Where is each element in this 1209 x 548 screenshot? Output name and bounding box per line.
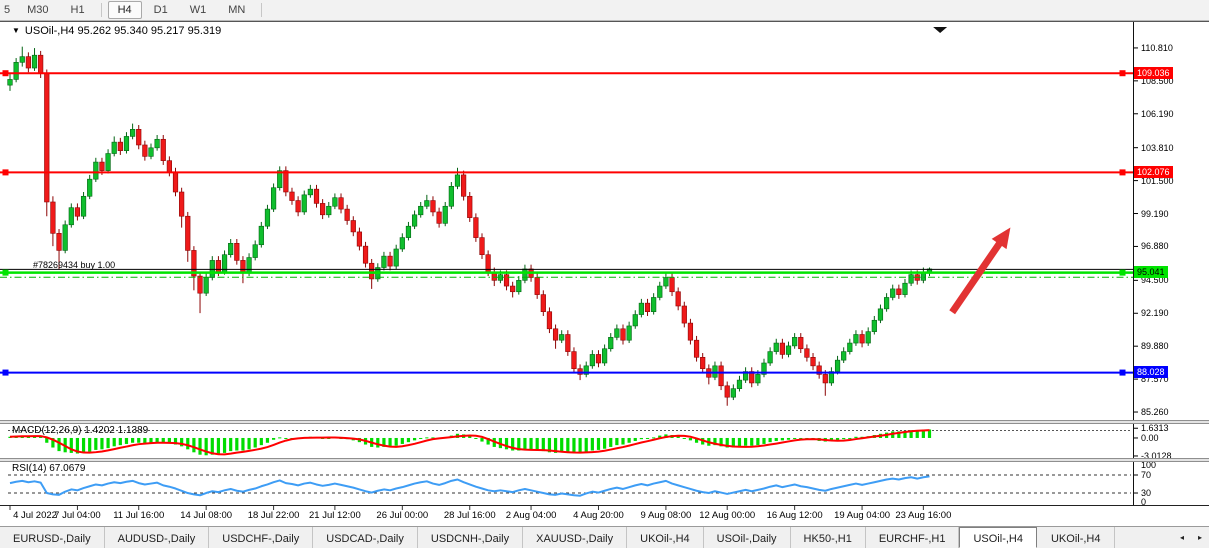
timeframe-toolbar: 5 M30 H1 H4 D1 W1 MN	[0, 0, 1209, 21]
toolbar-divider	[261, 3, 263, 17]
chart-tab-audusd-daily[interactable]: AUDUSD-,Daily	[105, 527, 210, 548]
tab-bar-spacer	[1115, 527, 1174, 548]
price-chart-pane[interactable]	[0, 22, 1133, 420]
price-tick-label: 110.810	[1141, 42, 1173, 53]
time-tick-label: 2 Aug 04:00	[505, 510, 557, 521]
rsi-tick-label: 0	[1141, 497, 1147, 507]
macd-name: MACD(12,26,9)	[12, 425, 82, 436]
price-axis[interactable]: 110.810 108.500 106.190 103.810 101.500 99.19…	[1133, 22, 1209, 507]
macd-tick-label: 1.6313	[1141, 423, 1169, 434]
rsi-pane-splitter[interactable]	[0, 458, 1209, 462]
rsi-indicator-label: RSI(14) 67.0679	[12, 463, 85, 474]
time-tick-label: 4 Jul 2022	[13, 510, 57, 521]
time-tick-label: 16 Aug 12:00	[766, 510, 823, 521]
time-tick-label: 12 Aug 00:00	[699, 510, 756, 521]
price-tick-label: 96.880	[1141, 241, 1169, 252]
time-tick-label: 23 Aug 16:00	[895, 510, 952, 521]
price-line-badge: 109.036	[1134, 66, 1173, 79]
time-tick-label: 21 Jul 12:00	[308, 510, 361, 521]
rsi-tick-label: 30	[1141, 488, 1152, 499]
macd-tick-label: -3.0128	[1141, 450, 1172, 461]
chart-top-border	[0, 21, 1209, 22]
price-line-badge: 95.041	[1134, 266, 1168, 279]
chart-tab-xauusd-daily[interactable]: XAUUSD-,Daily	[523, 527, 628, 548]
chart-tab-usoil-daily[interactable]: USOil-,Daily	[704, 527, 791, 548]
timeframe-button-mn[interactable]: MN	[228, 4, 246, 16]
chart-tab-hk50-h1[interactable]: HK50-,H1	[791, 527, 866, 548]
time-tick-label: 11 Jul 16:00	[113, 510, 165, 521]
timeframe-button-m30[interactable]: M30	[27, 4, 49, 16]
timeframe-button-h4[interactable]: H4	[107, 1, 142, 19]
macd-values: 1.4202 1.1389	[84, 425, 149, 436]
price-tick-label: 106.190	[1141, 108, 1174, 119]
symbol-ohlc-text: USOil-,H4 95.262 95.340 95.217 95.319	[24, 25, 222, 37]
chart-tab-ukoil-h4[interactable]: UKOil-,H4	[1038, 527, 1115, 548]
toolbar-divider	[100, 3, 102, 17]
tab-scroll-left-icon[interactable]: ◂	[1179, 533, 1184, 542]
price-tick-label: 94.500	[1141, 275, 1169, 286]
macd-tick-label: 0.00	[1141, 432, 1159, 443]
chart-tab-ukoil-h4[interactable]: UKOil-,H4	[627, 527, 704, 548]
price-tick-label: 101.500	[1141, 175, 1174, 186]
timeframe-button-d1[interactable]: D1	[153, 4, 168, 16]
time-tick-label: 9 Aug 08:00	[640, 510, 692, 521]
time-axis[interactable]: 4 Jul 2022 7 Jul 04:00 11 Jul 16:00 14 Jul …	[0, 505, 1209, 526]
chart-tab-bar: EURUSD-,Daily AUDUSD-,Daily USDCHF-,Daily U…	[0, 526, 1209, 548]
tab-scroll-right-icon[interactable]: ▸	[1197, 533, 1202, 542]
rsi-pane[interactable]	[0, 462, 1133, 504]
timeframe-button-h1[interactable]: H1	[70, 4, 85, 16]
chart-tab-usdcnh-daily[interactable]: USDCNH-,Daily	[418, 527, 524, 548]
rsi-tick-label: 100	[1141, 460, 1157, 470]
macd-pane[interactable]	[0, 424, 1133, 459]
time-tick-label: 14 Jul 08:00	[180, 510, 233, 521]
open-trade-label: #78269434 buy 1.00	[33, 260, 116, 270]
symbol-dropdown-icon[interactable]: ▼	[12, 26, 20, 35]
time-tick-label: 7 Jul 04:00	[54, 510, 101, 521]
rsi-tick-label: 70	[1141, 470, 1152, 480]
chart-tab-usdchf-daily[interactable]: USDCHF-,Daily	[209, 527, 314, 548]
symbol-ohlc-info: ▼ USOil-,H4 95.262 95.340 95.217 95.319	[12, 25, 221, 37]
time-tick-label: 4 Aug 20:00	[573, 510, 624, 521]
timeframe-button-5[interactable]: 5	[4, 4, 11, 16]
macd-pane-splitter[interactable]	[0, 420, 1209, 424]
chart-tab-eurchf-h1[interactable]: EURCHF-,H1	[866, 527, 960, 548]
price-line-badge: 102.076	[1134, 165, 1173, 178]
chart-tab-usdcad-daily[interactable]: USDCAD-,Daily	[313, 527, 418, 548]
chart-tab-usoil-h4[interactable]: USOil-,H4	[959, 527, 1037, 548]
price-tick-label: 87.570	[1141, 374, 1169, 385]
time-tick-label: 19 Aug 04:00	[834, 510, 891, 521]
price-line-badge: 88.028	[1134, 366, 1168, 379]
timeframe-button-w1[interactable]: W1	[189, 4, 207, 16]
time-tick-label: 18 Jul 22:00	[247, 510, 300, 521]
price-tick-label: 92.190	[1141, 308, 1169, 319]
price-tick-label: 103.810	[1141, 142, 1174, 153]
price-tick-label: 99.190	[1141, 208, 1169, 219]
price-tick-label: 85.260	[1141, 407, 1169, 418]
price-tick-label: 89.880	[1141, 341, 1169, 352]
macd-indicator-label: MACD(12,26,9) 1.4202 1.1389	[12, 425, 148, 436]
rsi-name: RSI(14)	[12, 463, 47, 474]
time-tick-label: 28 Jul 16:00	[443, 510, 496, 521]
time-tick-label: 26 Jul 00:00	[376, 510, 429, 521]
price-tick-label: 108.500	[1141, 75, 1174, 86]
rsi-value: 67.0679	[49, 463, 86, 474]
chart-tab-eurusd-daily[interactable]: EURUSD-,Daily	[0, 527, 105, 548]
